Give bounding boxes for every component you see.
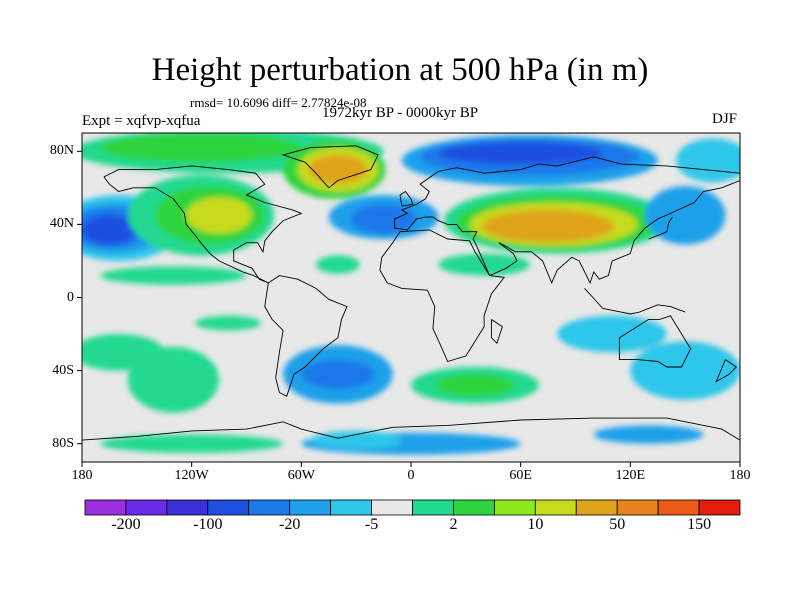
coastlines: [82, 145, 740, 441]
period-label: 1972kyr BP - 0000kyr BP: [322, 105, 479, 121]
y-tick-label: 0: [67, 289, 74, 305]
y-tick-label: 40S: [52, 362, 74, 378]
colorbar-label: 10: [527, 516, 544, 533]
colorbar-label: 50: [609, 516, 626, 533]
coastline-antarctica: [82, 417, 740, 441]
x-tick-label: 120E: [615, 468, 646, 483]
x-tick-label: 60W: [287, 468, 315, 483]
anomaly-contour-11: [308, 154, 368, 185]
colorbar-box: [289, 499, 332, 516]
colorbar-box: [330, 499, 372, 516]
x-tick-label: 120W: [174, 468, 209, 483]
colorbar-box: [534, 499, 577, 516]
anomaly-contour-6: [186, 196, 252, 234]
colorbar-box: [412, 499, 454, 516]
coastline-australia: [618, 315, 692, 368]
map-field: [82, 133, 740, 462]
stats-label: rmsd= 10.6096 diff= 2.77824e-08: [190, 95, 367, 110]
coastline-north-america: [103, 165, 303, 284]
anomaly-contour-20: [482, 209, 614, 243]
anomaly-contour-21: [644, 186, 726, 245]
anomaly-contour-30: [301, 359, 375, 389]
chart-title: Height perturbation at 500 hPa (in m): [151, 52, 649, 88]
y-tick-label: 80N: [49, 143, 74, 159]
coastline-indonesia: [584, 288, 686, 315]
colorbar-box: [84, 499, 127, 516]
anomaly-contour-22: [676, 138, 740, 183]
colorbar-label: 2: [449, 516, 458, 533]
colorbar-box: [616, 499, 659, 516]
anomaly-contour-8: [100, 133, 302, 163]
anomaly-contour-13: [350, 204, 417, 234]
colorbar-label: 150: [687, 516, 712, 533]
experiment-label: Expt = xqfvp-xqfua: [82, 113, 201, 129]
anomaly-contour-23: [100, 266, 247, 285]
season-label: DJF: [712, 111, 738, 127]
anomaly-contour-3: [82, 215, 137, 245]
colorbar-box: [248, 499, 291, 516]
coastline-south-america: [264, 275, 348, 397]
coastline-eurasia: [394, 156, 740, 228]
anomaly-contour-32: [630, 341, 740, 400]
colorbar-label: -20: [279, 516, 301, 533]
coastline-greenland: [281, 145, 379, 189]
colorbar-box: [166, 499, 209, 516]
x-tick-label: 180: [729, 468, 751, 483]
y-tick-label: 40N: [49, 216, 74, 232]
colorbar-box: [575, 499, 618, 516]
x-tick-label: 60E: [509, 468, 532, 483]
x-tick-label: 0: [407, 468, 415, 483]
colorbar-box: [657, 499, 700, 516]
coastline-africa: [379, 229, 506, 363]
anomaly-contour-31: [557, 315, 667, 353]
anomaly-contour-38: [100, 434, 284, 453]
anomaly-contour-37: [593, 425, 704, 444]
colorbar-box: [207, 499, 250, 516]
anomaly-contour-34: [434, 374, 516, 397]
colorbar-label: -5: [364, 516, 379, 533]
colorbar-box: [371, 499, 413, 516]
coastline-new-zealand: [715, 359, 738, 383]
x-tick-label: 180: [71, 468, 93, 483]
colorbar-label: -200: [111, 516, 141, 533]
y-tick-label: 80S: [52, 435, 74, 451]
anomaly-contour-28: [127, 346, 220, 413]
anomaly-contour-26: [315, 255, 360, 274]
anomaly-contour-25: [438, 253, 530, 276]
coastline-madagascar: [490, 319, 503, 345]
anomaly-contour-24: [195, 315, 262, 331]
coastline-japan: [648, 216, 673, 240]
anomaly-contour-16: [438, 142, 603, 165]
coastline-asia-south: [394, 180, 740, 285]
colorbar-box: [125, 499, 168, 516]
colorbar-box: [698, 499, 741, 516]
colorbar-label: -100: [193, 516, 223, 533]
colorbar-box: [453, 499, 495, 516]
coastline-uk: [399, 190, 414, 207]
colorbar-box: [493, 499, 536, 516]
anomaly-contour-36: [310, 430, 402, 450]
